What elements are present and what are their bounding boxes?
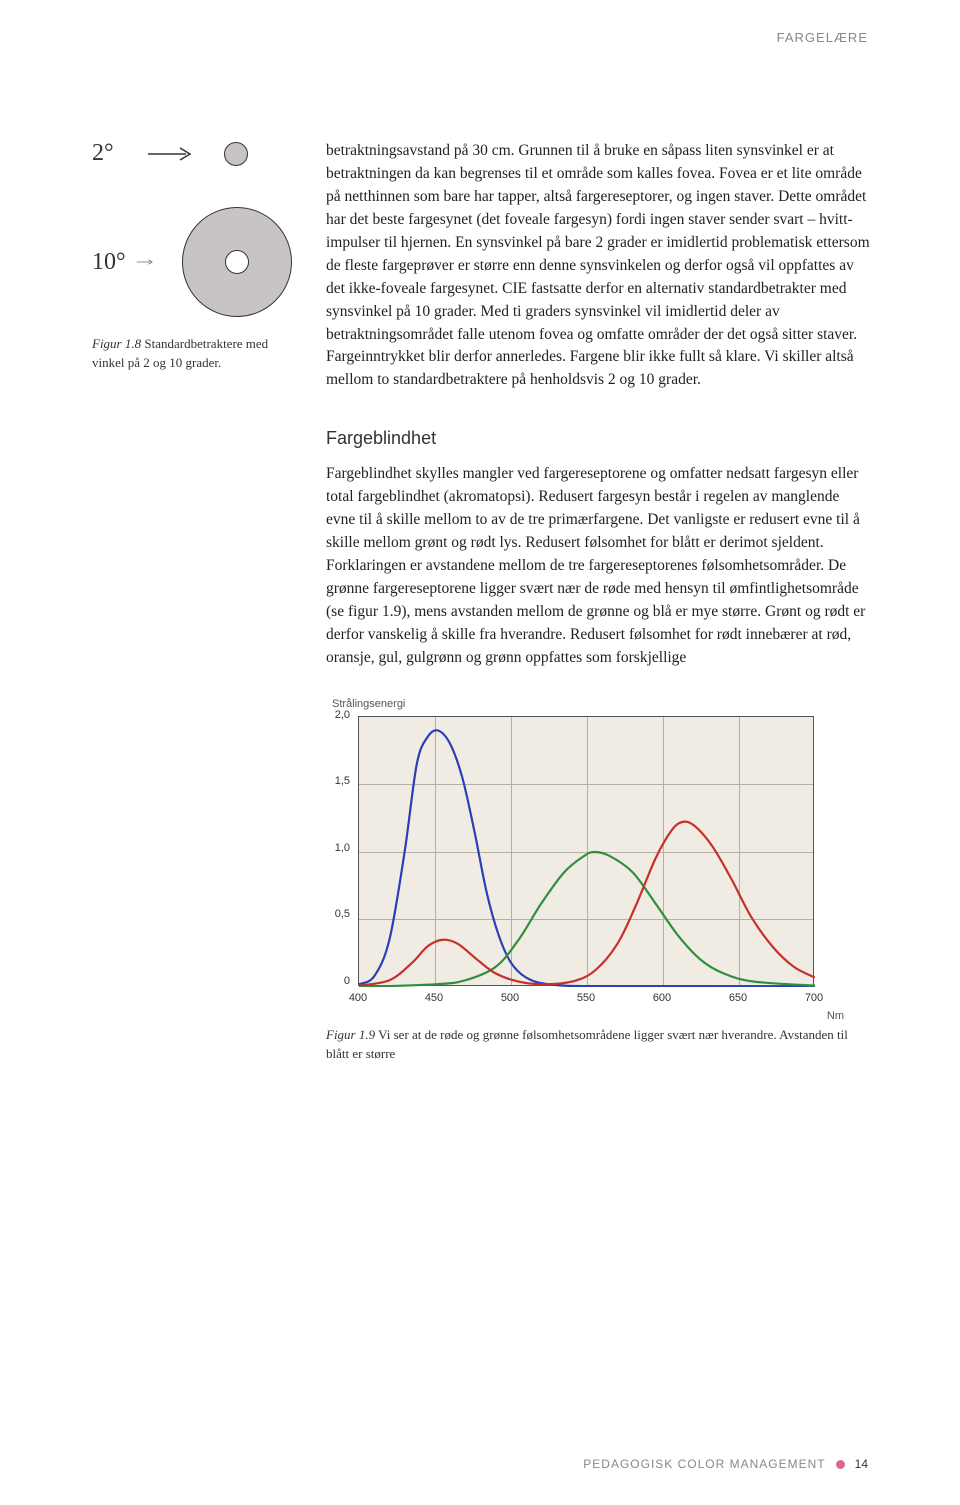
red-curve	[359, 821, 815, 985]
angle-10-label: 10°	[92, 249, 126, 276]
section-heading-fargeblindhet: Fargeblindhet	[326, 428, 870, 449]
figure-1-8: 2° 10° Figur 1.8 Standardbetraktere med …	[92, 140, 292, 373]
small-circle-icon	[224, 142, 248, 166]
figure-number: Figur 1.9	[326, 1027, 375, 1042]
footer-text: PEDAGOGISK COLOR MANAGEMENT	[583, 1457, 825, 1471]
arrow-icon	[146, 146, 196, 162]
paragraph-2: Fargeblindhet skylles mangler ved farger…	[326, 463, 870, 669]
chart-figure-1-9: Strålingsenergi 2,01,51,00,50 4004505005…	[326, 698, 870, 1064]
chart-plot-area	[358, 716, 814, 986]
chart-x-unit: Nm	[827, 1010, 844, 1022]
angle-2-label: 2°	[92, 140, 136, 167]
main-column: betraktningsavstand på 30 cm. Grunnen ti…	[326, 140, 870, 1063]
green-curve	[359, 852, 815, 987]
figure-1-9-caption: Figur 1.9 Vi ser at de røde og grønne fø…	[326, 1026, 870, 1064]
page-footer: PEDAGOGISK COLOR MANAGEMENT 14	[583, 1457, 868, 1471]
figure-caption-text: Vi ser at de røde og grønne følsomhetsom…	[326, 1027, 848, 1061]
large-circle-icon	[182, 207, 292, 317]
chart-y-ticks: 2,01,51,00,50	[326, 709, 350, 989]
angle-2-row: 2°	[92, 140, 292, 167]
paragraph-1: betraktningsavstand på 30 cm. Grunnen ti…	[326, 140, 870, 392]
figure-number: Figur 1.8	[92, 336, 141, 351]
page-number: 14	[855, 1457, 868, 1471]
blue-curve	[359, 730, 815, 987]
angle-10-row: 10°	[92, 207, 292, 317]
chart-curves	[359, 717, 815, 987]
chart-y-label: Strålingsenergi	[332, 698, 870, 710]
arrow-icon	[136, 254, 154, 270]
footer-dot-icon	[836, 1460, 845, 1469]
header-label: FARGELÆRE	[777, 30, 868, 45]
chart-x-ticks: 400450500550600650700	[358, 992, 814, 1004]
figure-1-8-caption: Figur 1.8 Standardbetraktere med vinkel …	[92, 335, 292, 373]
